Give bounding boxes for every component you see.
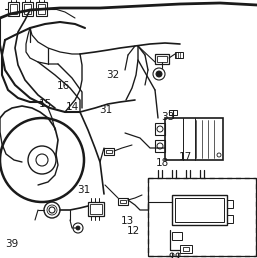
Bar bbox=[155, 123, 165, 135]
Text: 18: 18 bbox=[155, 158, 169, 167]
Circle shape bbox=[76, 226, 80, 230]
Text: 12: 12 bbox=[127, 226, 141, 236]
Bar bbox=[8, 2, 19, 16]
Bar bbox=[148, 178, 256, 256]
Bar bbox=[157, 56, 167, 62]
Bar bbox=[106, 150, 112, 153]
Bar bbox=[227, 200, 233, 208]
Text: 31: 31 bbox=[77, 185, 90, 195]
Bar bbox=[10, 4, 17, 14]
Bar bbox=[169, 110, 177, 115]
Bar bbox=[155, 54, 169, 64]
Bar bbox=[148, 178, 256, 256]
Bar bbox=[180, 245, 192, 253]
Bar bbox=[22, 2, 33, 16]
Text: 15: 15 bbox=[39, 100, 52, 109]
Text: 33: 33 bbox=[161, 112, 175, 122]
Text: 17: 17 bbox=[179, 152, 192, 162]
Bar bbox=[104, 148, 114, 155]
Text: 14: 14 bbox=[66, 102, 79, 112]
Bar bbox=[183, 247, 189, 251]
Bar bbox=[120, 200, 126, 203]
Bar bbox=[165, 118, 223, 160]
Text: 16: 16 bbox=[57, 82, 70, 91]
Circle shape bbox=[156, 71, 162, 77]
Bar bbox=[24, 4, 31, 14]
Bar bbox=[172, 195, 227, 225]
Bar bbox=[38, 4, 45, 14]
Bar bbox=[172, 232, 182, 240]
Bar bbox=[36, 2, 47, 16]
Bar bbox=[175, 198, 224, 222]
Text: 39: 39 bbox=[5, 239, 19, 249]
Bar bbox=[118, 198, 128, 205]
Bar bbox=[90, 204, 102, 214]
Text: 32: 32 bbox=[107, 70, 120, 80]
Text: 31: 31 bbox=[99, 105, 112, 115]
Text: 13: 13 bbox=[121, 216, 134, 225]
Bar bbox=[175, 52, 183, 58]
Bar bbox=[155, 140, 165, 152]
Bar bbox=[88, 202, 104, 216]
Bar bbox=[227, 215, 233, 223]
